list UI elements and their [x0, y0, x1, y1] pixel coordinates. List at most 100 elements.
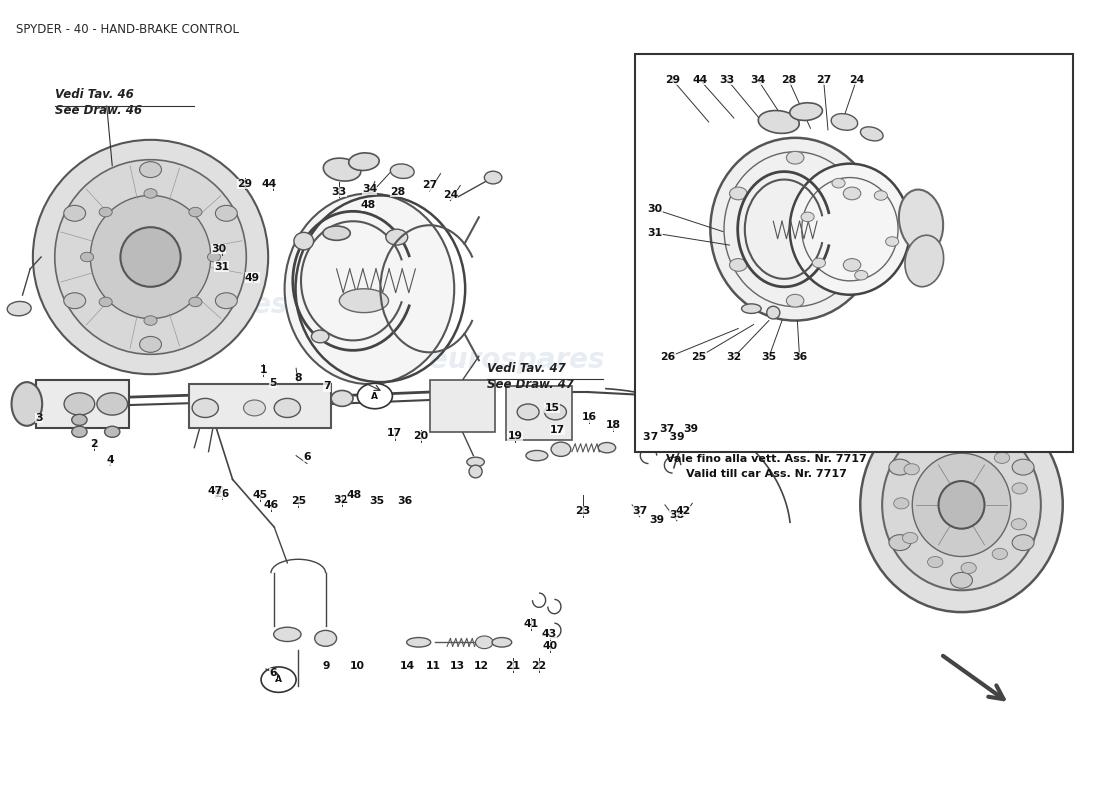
Text: 27: 27 [422, 181, 437, 190]
Ellipse shape [469, 465, 482, 478]
Ellipse shape [492, 638, 512, 647]
Ellipse shape [860, 398, 1063, 612]
Text: 37: 37 [660, 423, 674, 434]
Ellipse shape [349, 153, 379, 170]
Text: 37   39: 37 39 [644, 432, 684, 442]
Text: 33: 33 [331, 187, 346, 197]
Ellipse shape [938, 481, 984, 529]
Circle shape [832, 178, 845, 188]
Text: 24: 24 [849, 75, 865, 85]
Text: 2: 2 [90, 438, 98, 449]
Ellipse shape [33, 140, 268, 374]
Circle shape [64, 393, 95, 415]
Text: 44: 44 [692, 75, 707, 85]
Circle shape [904, 464, 920, 475]
Text: 30: 30 [211, 244, 226, 254]
Ellipse shape [274, 627, 301, 642]
Text: 6: 6 [304, 452, 311, 462]
Ellipse shape [390, 164, 415, 178]
Text: 34: 34 [362, 185, 377, 194]
Text: 26: 26 [214, 489, 229, 498]
Circle shape [243, 400, 265, 416]
Circle shape [72, 426, 87, 438]
Text: 25: 25 [290, 496, 306, 506]
Circle shape [889, 459, 911, 475]
Text: 26: 26 [661, 352, 675, 362]
Circle shape [844, 187, 861, 200]
Text: 48: 48 [346, 490, 362, 499]
Text: 22: 22 [531, 661, 547, 671]
Text: 24: 24 [443, 190, 458, 200]
Circle shape [144, 316, 157, 326]
Ellipse shape [790, 164, 910, 294]
Text: 42: 42 [675, 506, 691, 516]
Circle shape [801, 212, 814, 222]
Circle shape [72, 414, 87, 426]
Text: 40: 40 [542, 642, 558, 651]
Circle shape [216, 206, 238, 222]
Bar [189, 384, 331, 428]
Circle shape [950, 572, 972, 588]
Text: A: A [372, 391, 378, 401]
Ellipse shape [120, 227, 180, 286]
Circle shape [517, 404, 539, 420]
Circle shape [274, 398, 300, 418]
Ellipse shape [758, 110, 800, 134]
Circle shape [931, 441, 946, 452]
Text: 30: 30 [648, 204, 662, 214]
Text: 29: 29 [666, 75, 680, 85]
Circle shape [544, 404, 566, 420]
Circle shape [927, 557, 943, 567]
Circle shape [729, 187, 747, 200]
Text: 25: 25 [691, 352, 706, 362]
Circle shape [315, 630, 337, 646]
Ellipse shape [741, 304, 761, 314]
Text: 45: 45 [252, 490, 267, 499]
Text: 31: 31 [214, 262, 229, 271]
Text: 11: 11 [426, 661, 440, 671]
Text: 27: 27 [816, 75, 832, 85]
Circle shape [961, 562, 977, 574]
Text: 35: 35 [370, 496, 385, 506]
Text: Valid till car Ass. Nr. 7717: Valid till car Ass. Nr. 7717 [686, 469, 847, 479]
Circle shape [889, 534, 911, 550]
Circle shape [786, 294, 804, 307]
Circle shape [140, 162, 162, 178]
Ellipse shape [767, 306, 780, 319]
Circle shape [1012, 459, 1034, 475]
Text: eurospares: eurospares [112, 290, 287, 318]
Circle shape [886, 237, 899, 246]
Text: 33: 33 [719, 75, 735, 85]
Text: Vedi Tav. 47: Vedi Tav. 47 [486, 362, 565, 375]
Circle shape [893, 498, 909, 509]
Circle shape [97, 393, 128, 415]
Circle shape [358, 383, 393, 409]
Text: 3: 3 [35, 414, 43, 423]
Text: 15: 15 [544, 403, 560, 413]
Ellipse shape [905, 235, 944, 286]
Ellipse shape [323, 226, 350, 240]
Ellipse shape [90, 195, 211, 318]
Text: 34: 34 [750, 75, 766, 85]
Bar [636, 54, 1074, 452]
Text: 13: 13 [450, 661, 464, 671]
Ellipse shape [598, 442, 616, 453]
Circle shape [729, 258, 747, 271]
Bar [35, 380, 129, 428]
Ellipse shape [711, 138, 880, 321]
Text: 21: 21 [505, 661, 520, 671]
Circle shape [208, 252, 221, 262]
Text: 31: 31 [648, 228, 662, 238]
Text: Vedi Tav. 46: Vedi Tav. 46 [55, 88, 134, 101]
Text: 23: 23 [575, 506, 591, 516]
Circle shape [99, 207, 112, 217]
Text: 43: 43 [541, 630, 557, 639]
Text: 17: 17 [550, 425, 565, 435]
Circle shape [386, 229, 408, 245]
Text: 41: 41 [524, 619, 539, 629]
Circle shape [311, 330, 329, 342]
Ellipse shape [899, 190, 943, 253]
Ellipse shape [526, 450, 548, 461]
Circle shape [80, 252, 94, 262]
Text: eurospares: eurospares [429, 346, 605, 374]
